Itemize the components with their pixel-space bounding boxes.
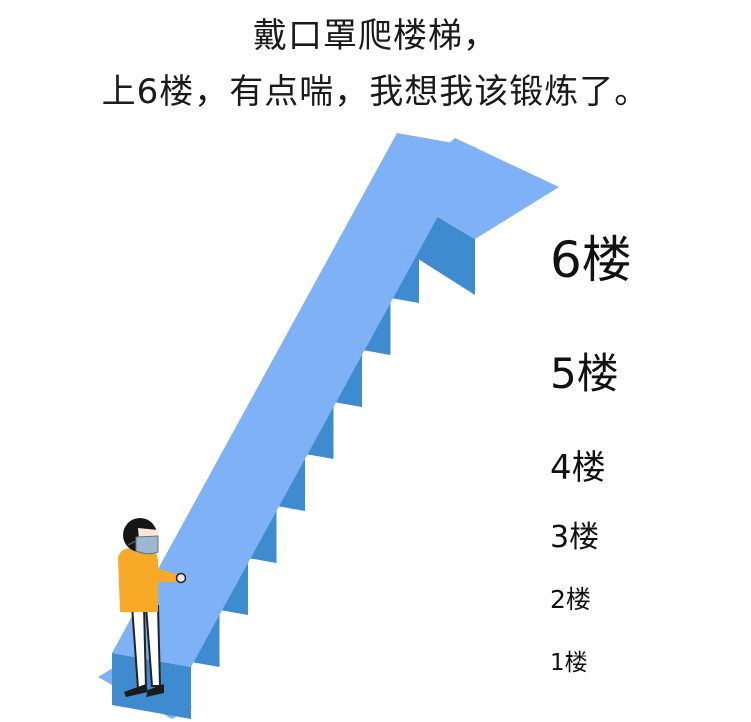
right-shoe	[146, 684, 164, 697]
hand	[175, 572, 187, 584]
staircase	[98, 133, 559, 719]
mask-strap	[127, 540, 137, 546]
floor-label-1: 1楼	[550, 650, 588, 676]
floor-label-4: 4楼	[550, 448, 606, 488]
top-landing	[393, 138, 559, 239]
face-mask	[135, 535, 159, 555]
shirt	[118, 548, 158, 612]
floor-label-6: 6楼	[550, 231, 632, 289]
floor-label-2: 2楼	[550, 585, 591, 614]
stair-tread-8	[311, 237, 419, 303]
arm	[150, 566, 176, 582]
stair-tread-5	[226, 393, 334, 459]
person-with-mask-figure	[118, 518, 187, 697]
stair-tread-7	[283, 289, 391, 355]
floor-label-3: 3楼	[550, 520, 600, 555]
caption-line-2: 上6楼，有点喘，我想我该锻炼了。	[101, 72, 650, 112]
floor-label-5: 5楼	[550, 349, 619, 398]
stair-tread-6	[254, 341, 362, 407]
stair-tread-2	[140, 549, 248, 615]
left-shoe	[124, 684, 148, 697]
stair-tread-4	[197, 445, 305, 511]
stair-tread-3	[169, 497, 277, 563]
caption-line-1: 戴口罩爬楼梯，	[253, 16, 498, 56]
